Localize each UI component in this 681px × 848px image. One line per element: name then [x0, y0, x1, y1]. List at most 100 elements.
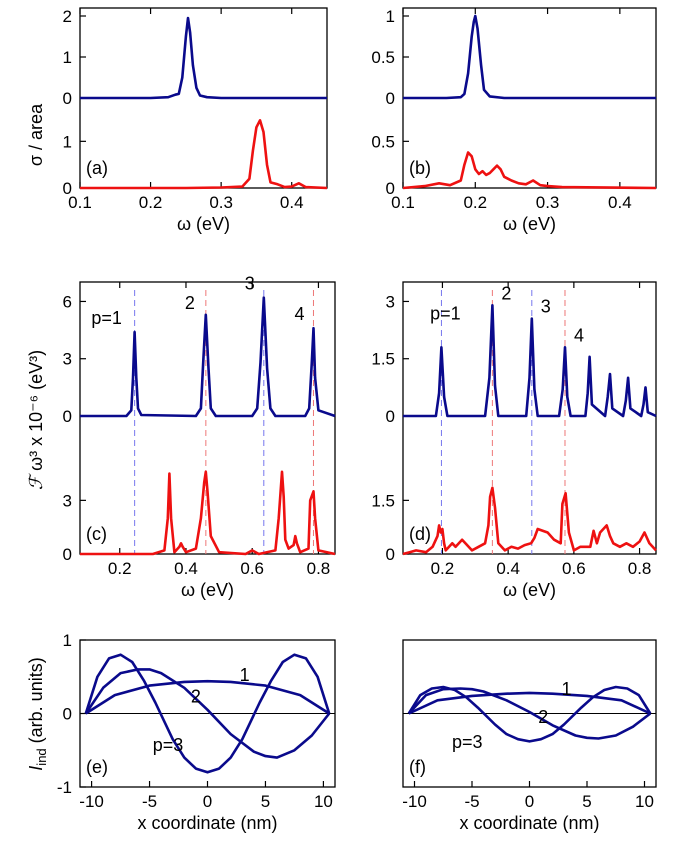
series-line-red: [80, 119, 328, 190]
x-axis-label: ω (eV): [181, 580, 234, 600]
x-tick-label: -5: [142, 792, 157, 811]
ylabel-bottom: Iind (arb. units): [26, 657, 49, 770]
x-tick-label: -10: [402, 792, 427, 811]
series-line-red: [80, 470, 336, 556]
panel-b: 0.1 0.2 0.3 0.4 ω (eV) 0 0.5 1 0 0.5 (b): [371, 7, 657, 234]
panel-label: (e): [86, 757, 108, 777]
peak-label: 3: [245, 274, 255, 294]
panel-label: (b): [409, 158, 431, 178]
series-line-red: [402, 486, 657, 556]
axes-frame: [79, 281, 336, 555]
x-axis-label: ω (eV): [177, 214, 230, 234]
x-tick-label: 0.2: [463, 193, 487, 212]
y-tick-label: 1: [386, 7, 395, 26]
peak-label: p=1: [430, 303, 461, 323]
curve-label: p=3: [452, 732, 483, 752]
x-tick-label: 0.1: [68, 193, 92, 212]
x-tick-label: -5: [464, 792, 479, 811]
y-tick-label: 1.5: [371, 350, 395, 369]
panel-label: (d): [409, 524, 431, 544]
x-tick-label: 0.4: [608, 193, 632, 212]
x-tick-label: 0.4: [280, 193, 304, 212]
x-axis-label: ω (eV): [503, 214, 556, 234]
y-tick-label: 3: [63, 491, 72, 510]
series-line-2: [84, 668, 331, 759]
panel-label: (f): [409, 757, 426, 777]
peak-label: 2: [501, 283, 511, 303]
y-tick-label: 1: [63, 132, 72, 151]
y-tick-label: 0: [63, 407, 72, 426]
y-tick-label: 1: [63, 631, 72, 650]
y-tick-label: 0: [63, 179, 72, 198]
y-tick-label: 1.5: [371, 491, 395, 510]
series-line-p=3: [407, 685, 652, 743]
y-tick-label: 2: [63, 7, 72, 26]
y-tick-label: 3: [386, 292, 395, 311]
x-tick-label: 0.2: [108, 559, 132, 578]
x-tick-label: 0.6: [240, 559, 264, 578]
x-axis-label: ω (eV): [503, 580, 556, 600]
y-tick-label: 3: [63, 350, 72, 369]
x-tick-label: 5: [261, 792, 270, 811]
series-line-blue: [403, 14, 656, 100]
panel-f: -10 -5 0 5 10 x coordinate (nm) 12 p=3 (f): [402, 639, 657, 833]
series-line-blue: [80, 296, 336, 418]
ylabel-mid: ℱ ω³ x 10⁻⁶ (eV³): [26, 350, 47, 490]
x-tick-label: 0.6: [562, 559, 586, 578]
x-tick-label: 0.3: [536, 193, 560, 212]
y-tick-label: 0: [63, 89, 72, 108]
panel-d: 0.2 0.4 0.6 0.8 ω (eV) 0 1.5 3 0 1.5 p=1 2 3 4 (d): [371, 281, 657, 600]
x-tick-label: 0.4: [174, 559, 198, 578]
curve-label: 1: [561, 679, 571, 699]
y-tick-label: 1: [63, 48, 72, 67]
peak-label: 2: [185, 293, 195, 313]
series-line-p=3: [84, 653, 331, 774]
panel-c: 0.2 0.4 0.6 0.8 ω (eV) 0 3 6 0 3 p=1 2 3 4 (c): [63, 274, 336, 600]
x-tick-label: 10: [635, 792, 654, 811]
y-tick-label: 0: [63, 545, 72, 564]
x-axis-label: x coordinate (nm): [459, 813, 599, 833]
x-tick-label: 10: [314, 792, 333, 811]
y-tick-label: 6: [63, 292, 72, 311]
x-tick-label: -10: [79, 792, 104, 811]
panel-label: (a): [86, 158, 108, 178]
panel-a: 0.1 0.2 0.3 0.4 ω (eV) 0 1 2 0 1 (a): [63, 7, 328, 234]
x-tick-label: 0.2: [139, 193, 163, 212]
series-line-1: [85, 679, 330, 715]
x-tick-label: 0.2: [431, 559, 455, 578]
x-tick-label: 0: [203, 792, 212, 811]
x-tick-label: 0.1: [391, 193, 415, 212]
y-tick-label: 0.5: [371, 48, 395, 67]
series-line-blue: [80, 16, 327, 100]
x-tick-label: 0: [525, 792, 534, 811]
x-tick-label: 0.8: [628, 559, 652, 578]
y-tick-label: 0.5: [371, 132, 395, 151]
peak-label: p=1: [91, 308, 122, 328]
axes-frame: [402, 281, 657, 555]
series-line-red: [402, 151, 657, 190]
curve-label: 2: [191, 686, 201, 706]
peak-label: 4: [294, 304, 304, 324]
y-tick-label: 0: [386, 179, 395, 198]
panel-label: (c): [86, 524, 107, 544]
peak-label: 3: [541, 297, 551, 317]
ylabel-top: σ / area: [26, 103, 46, 166]
y-tick-label: 0: [386, 545, 395, 564]
x-tick-label: 5: [582, 792, 591, 811]
x-tick-label: 0.3: [209, 193, 233, 212]
y-tick-label: 0: [386, 89, 395, 108]
y-tick-label: 0: [63, 705, 72, 724]
x-tick-label: 0.8: [307, 559, 331, 578]
series-line-1: [408, 691, 651, 715]
x-tick-label: 0.4: [496, 559, 520, 578]
curve-label: p=3: [153, 735, 184, 755]
x-axis-label: x coordinate (nm): [137, 813, 277, 833]
curve-label: 1: [240, 665, 250, 685]
series-line-blue: [403, 303, 657, 418]
y-tick-label: 0: [386, 407, 395, 426]
curve-label: 2: [538, 707, 548, 727]
y-tick-label: -1: [57, 778, 72, 797]
peak-label: 4: [574, 325, 584, 345]
